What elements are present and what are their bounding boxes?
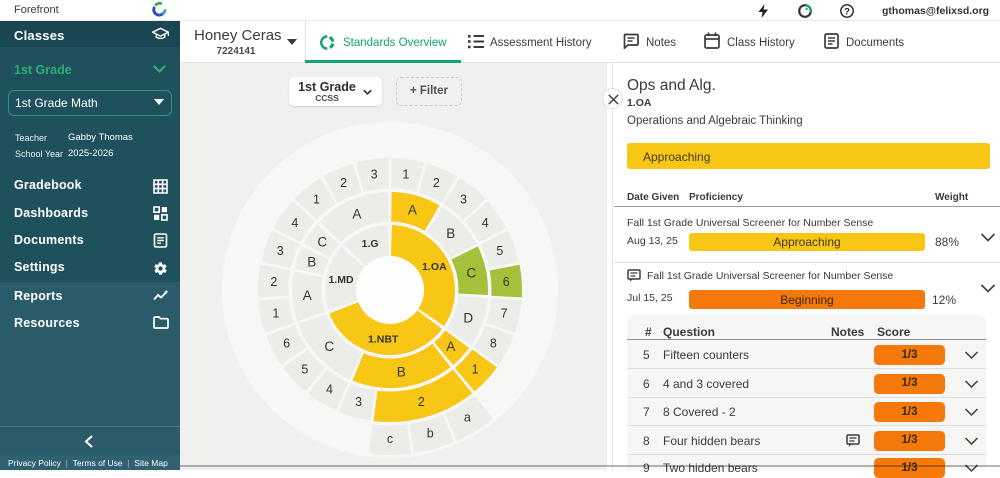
svg-text:A: A [303, 288, 312, 303]
svg-text:4: 4 [291, 216, 298, 230]
svg-text:6: 6 [283, 337, 290, 351]
svg-text:1: 1 [472, 363, 479, 377]
svg-text:B: B [307, 255, 316, 270]
svg-text:3: 3 [277, 244, 284, 258]
svg-text:b: b [427, 427, 434, 441]
svg-text:c: c [387, 432, 393, 446]
svg-text:1: 1 [272, 307, 279, 321]
svg-text:2: 2 [270, 275, 277, 289]
svg-text:2: 2 [418, 395, 425, 409]
svg-text:1: 1 [402, 168, 409, 182]
svg-text:5: 5 [301, 363, 308, 377]
svg-text:3: 3 [355, 395, 362, 409]
svg-text:A: A [352, 206, 361, 221]
svg-text:1.MD: 1.MD [328, 274, 354, 286]
svg-text:A: A [408, 203, 417, 218]
svg-text:C: C [317, 235, 327, 250]
svg-text:D: D [463, 310, 473, 325]
svg-text:5: 5 [496, 244, 503, 258]
svg-text:?: ? [844, 6, 850, 17]
svg-text:a: a [464, 410, 471, 424]
svg-text:C: C [324, 339, 334, 354]
svg-text:2: 2 [340, 176, 347, 190]
svg-text:1.G: 1.G [362, 238, 379, 250]
svg-text:8: 8 [490, 337, 497, 351]
svg-text:B: B [397, 365, 406, 380]
svg-text:3: 3 [371, 168, 378, 182]
svg-text:7: 7 [501, 307, 508, 321]
svg-text:B: B [446, 226, 455, 241]
svg-text:6: 6 [503, 275, 510, 289]
svg-text:C: C [466, 266, 476, 281]
svg-text:1: 1 [313, 193, 320, 207]
svg-text:3: 3 [460, 193, 467, 207]
svg-text:4: 4 [326, 383, 333, 397]
svg-text:1.NBT: 1.NBT [368, 334, 399, 346]
svg-text:A: A [446, 339, 455, 354]
svg-text:1.OA: 1.OA [422, 261, 447, 273]
svg-text:2: 2 [433, 176, 440, 190]
svg-text:4: 4 [482, 216, 489, 230]
